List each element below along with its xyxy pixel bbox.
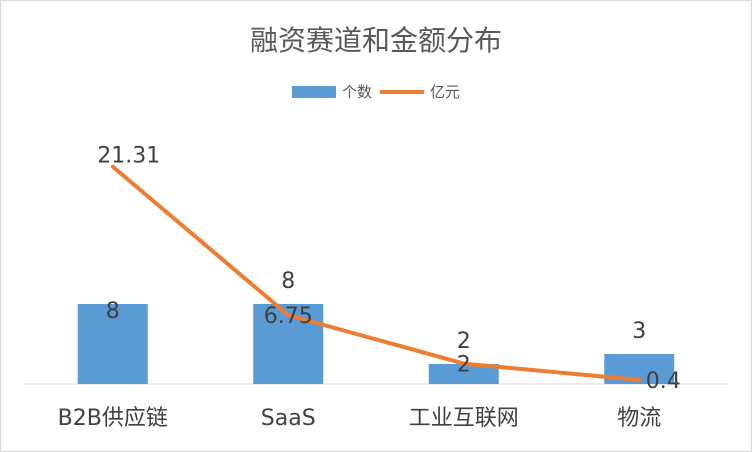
- legend-item-bar: 个数: [291, 81, 372, 102]
- line-data-label: 0.4: [646, 369, 681, 394]
- bar: [253, 304, 324, 384]
- bar: [428, 364, 499, 384]
- chart-title: 融资赛道和金额分布: [249, 24, 502, 57]
- chart-legend: 个数 亿元: [1, 81, 751, 102]
- line-data-label: 6.75: [264, 304, 313, 329]
- legend-swatch-bar: [291, 85, 336, 98]
- x-tick-label: B2B供应链: [58, 406, 168, 431]
- line-series: [110, 164, 642, 382]
- bar-data-label: 8: [281, 269, 295, 294]
- x-tick-label: 物流: [617, 406, 661, 431]
- legend-label-line: 亿元: [430, 83, 461, 101]
- x-tick-label: SaaS: [261, 406, 316, 431]
- legend-swatch-line: [380, 89, 424, 94]
- line-data-label: 2: [457, 353, 471, 378]
- bar: [77, 304, 148, 384]
- x-tick-label: 工业互联网: [409, 406, 519, 431]
- legend-label-bar: 个数: [341, 83, 372, 101]
- legend-item-line: 亿元: [380, 81, 460, 102]
- bar-data-label: 3: [632, 319, 646, 344]
- bar-data-label: 2: [457, 329, 471, 354]
- line-data-label: 21.31: [97, 144, 160, 169]
- bar-data-label: 8: [106, 299, 120, 324]
